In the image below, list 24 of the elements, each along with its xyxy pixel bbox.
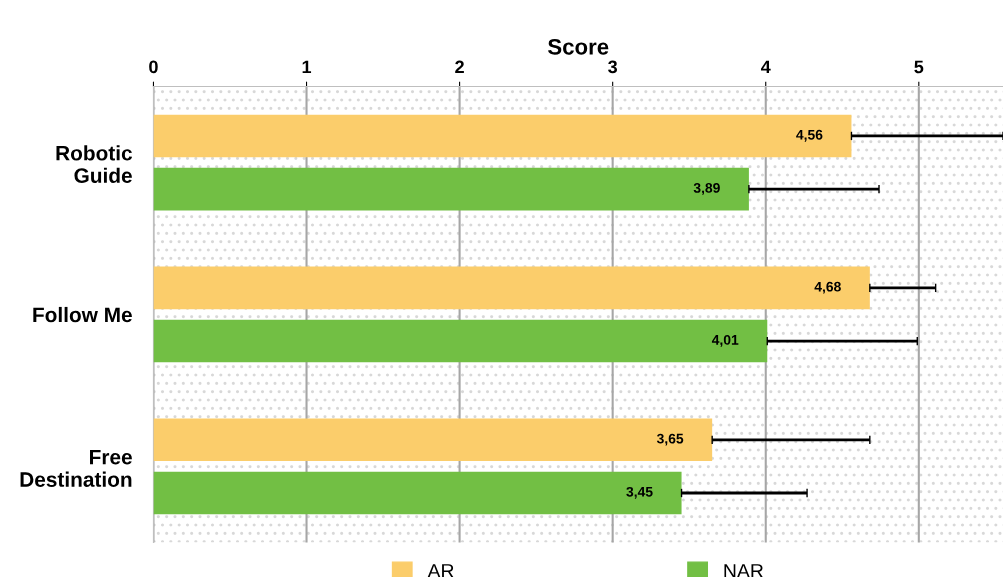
data-label: 3,45	[626, 486, 653, 499]
data-label: 3,65	[656, 433, 684, 446]
bar	[153, 114, 852, 158]
y-tick-label: Free Destination	[20, 449, 132, 487]
bar	[153, 471, 682, 515]
data-label: 4,68	[814, 281, 841, 294]
x-tick-label: 0	[149, 60, 158, 74]
x-tick-label: 4	[760, 60, 771, 74]
bar	[153, 319, 768, 363]
bar	[153, 418, 713, 462]
y-tick-label: Robotic Guide	[56, 145, 133, 184]
data-label: 4,01	[711, 334, 739, 347]
x-tick-label: 1	[302, 60, 312, 74]
data-label: 4,56	[796, 129, 823, 142]
legend-label: NAR	[724, 564, 764, 577]
y-tick-label: Follow Me	[33, 306, 132, 323]
data-label: 3,89	[693, 183, 720, 195]
bar	[153, 167, 749, 211]
legend-label: AR	[427, 564, 454, 577]
x-tick-label: 5	[914, 60, 924, 74]
bar	[153, 266, 870, 310]
x-axis-title: Score	[547, 38, 609, 55]
x-tick-label: 2	[455, 60, 464, 74]
x-tick-label: 3	[608, 60, 618, 74]
